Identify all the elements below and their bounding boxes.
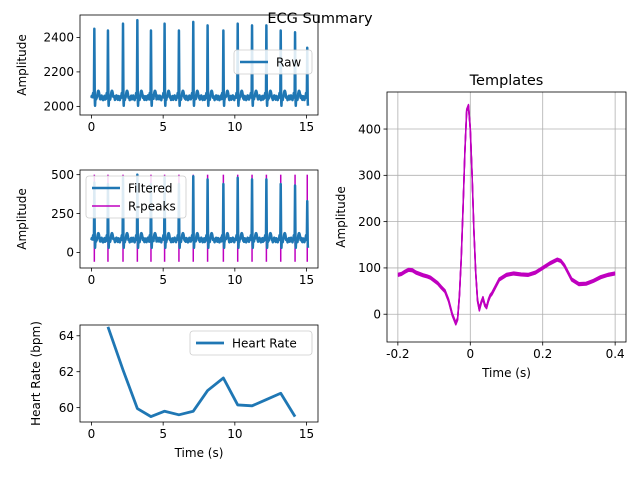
y-tick-label: 2200: [43, 65, 74, 79]
y-tick-label: 100: [358, 261, 381, 275]
axes-frame: [79, 14, 319, 116]
axes-title: Templates: [469, 73, 544, 89]
x-tick-label: 0: [466, 347, 474, 361]
y-tick-label: 300: [358, 169, 381, 183]
y-tick-label: 60: [59, 401, 74, 415]
heart-rate-axes: 0 5 10 15 60 62 64 Heart Rate (bpm) Time (s) Hear…: [29, 321, 319, 460]
y-tick-label: 2000: [43, 100, 74, 114]
y-tick-label: 200: [358, 215, 381, 229]
y-tick-label: 500: [51, 168, 74, 182]
axes-frame: [79, 324, 319, 423]
figure-title: ECG Summary: [267, 11, 373, 27]
legend-label: Heart Rate: [232, 336, 297, 350]
y-tick-label: 250: [51, 207, 74, 221]
x-tick-label: 5: [159, 273, 167, 287]
x-tick-label: 10: [227, 427, 242, 441]
legend: Heart Rate: [189, 330, 313, 356]
legend-label: R-peaks: [128, 199, 176, 213]
y-axis-label: Amplitude: [15, 34, 29, 96]
raw-signal-line: [90, 18, 310, 108]
x-tick-label: 0: [88, 120, 96, 134]
templates-axes: -0.2 0 0.2 0.4 0 100 200 300 400 Amplitude Time (s…: [334, 73, 627, 380]
y-axis-label: Heart Rate (bpm): [29, 321, 43, 426]
legend-label: Filtered: [128, 181, 172, 195]
x-tick-label: 5: [159, 427, 167, 441]
legend-label: Raw: [276, 55, 301, 69]
heart-rate-series: [106, 326, 297, 419]
y-tick-label: 400: [358, 122, 381, 136]
x-axis-label: Time (s): [481, 366, 531, 380]
axes-frame: [79, 169, 319, 269]
template-beat-line: [397, 104, 616, 324]
template-beat-line: [397, 106, 616, 326]
legend-box: [85, 175, 187, 219]
legend-box: [189, 330, 313, 356]
x-tick-label: 15: [299, 120, 314, 134]
x-tick-label: 5: [159, 120, 167, 134]
filtered-signal-axes: 0 5 10 15 0 250 500 Amplitude Filtered R-peaks: [15, 168, 319, 287]
template-beat-line: [397, 105, 616, 325]
x-tick-label: 0.2: [533, 347, 552, 361]
y-tick-label: 64: [59, 329, 74, 343]
x-tick-label: 10: [227, 273, 242, 287]
raw-series: [90, 18, 310, 108]
x-tick-label: 0.4: [606, 347, 625, 361]
x-tick-label: 0: [88, 273, 96, 287]
template-beat-line: [397, 103, 616, 323]
legend-box: [233, 49, 313, 75]
y-tick-label: 2400: [43, 31, 74, 45]
x-tick-label: 15: [299, 427, 314, 441]
y-axis-label: Amplitude: [334, 186, 348, 248]
x-axis-label: Time (s): [174, 446, 224, 460]
y-tick-label: 0: [373, 308, 381, 322]
template-beat-line: [397, 105, 616, 325]
x-tick-label: -0.2: [386, 347, 409, 361]
x-tick-label: 0: [88, 427, 96, 441]
legend: Filtered R-peaks: [85, 175, 187, 219]
legend: Raw: [233, 49, 313, 75]
y-tick-label: 0: [66, 246, 74, 260]
filtered-signal-line: [90, 173, 310, 250]
heart-rate-line: [106, 326, 297, 419]
y-tick-label: 62: [59, 365, 74, 379]
y-axis-label: Amplitude: [15, 188, 29, 250]
raw-signal-axes: 0 5 10 15 2000 2200 2400 Amplitude Raw: [15, 14, 319, 134]
axes-frame: [386, 91, 627, 343]
x-tick-label: 15: [299, 273, 314, 287]
x-tick-label: 10: [227, 120, 242, 134]
